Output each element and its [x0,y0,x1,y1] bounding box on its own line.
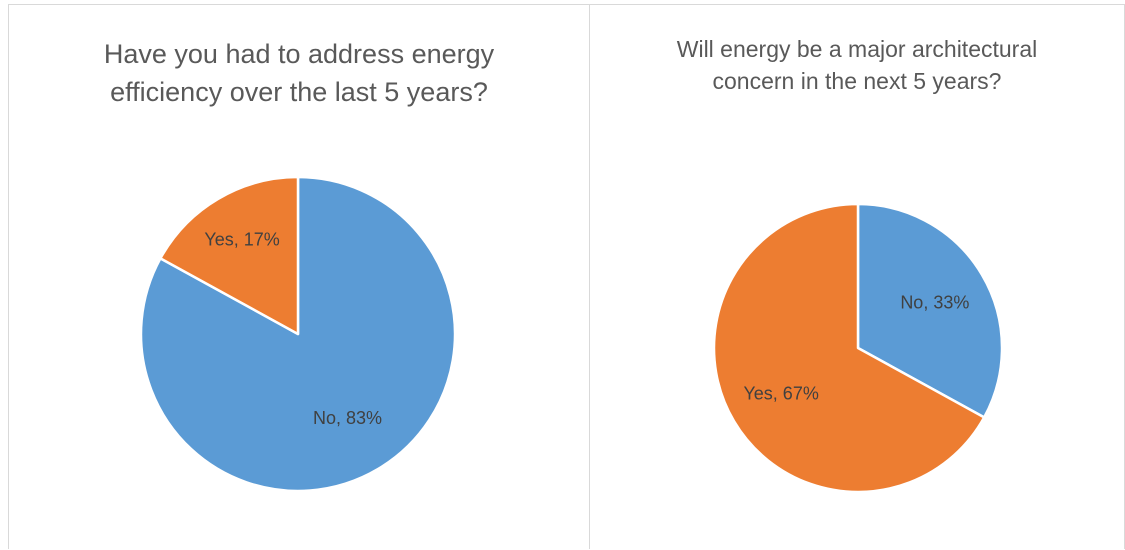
data-label-yes: Yes, 17% [204,229,279,249]
pie-slice-yes [712,202,986,494]
data-label-no: No, 83% [313,408,382,428]
data-label-yes: Yes, 67% [743,383,818,403]
data-label-no: No, 33% [900,293,969,313]
chart-title: Have you had to address energy efficienc… [103,39,495,107]
chart-panel-left: Have you had to address energy efficienc… [8,4,590,549]
chart-title: Will energy be a major architectural con… [676,36,1038,94]
pie-slice-no [856,202,1004,419]
pie-chart-architectural-concern: No, 33% Yes, 67% [712,202,1004,494]
pie-slice-yes [159,175,300,336]
chart-panel-right: Will energy be a major architectural con… [590,4,1125,549]
pie-chart-energy-efficiency: No, 83% Yes, 17% [139,175,457,493]
